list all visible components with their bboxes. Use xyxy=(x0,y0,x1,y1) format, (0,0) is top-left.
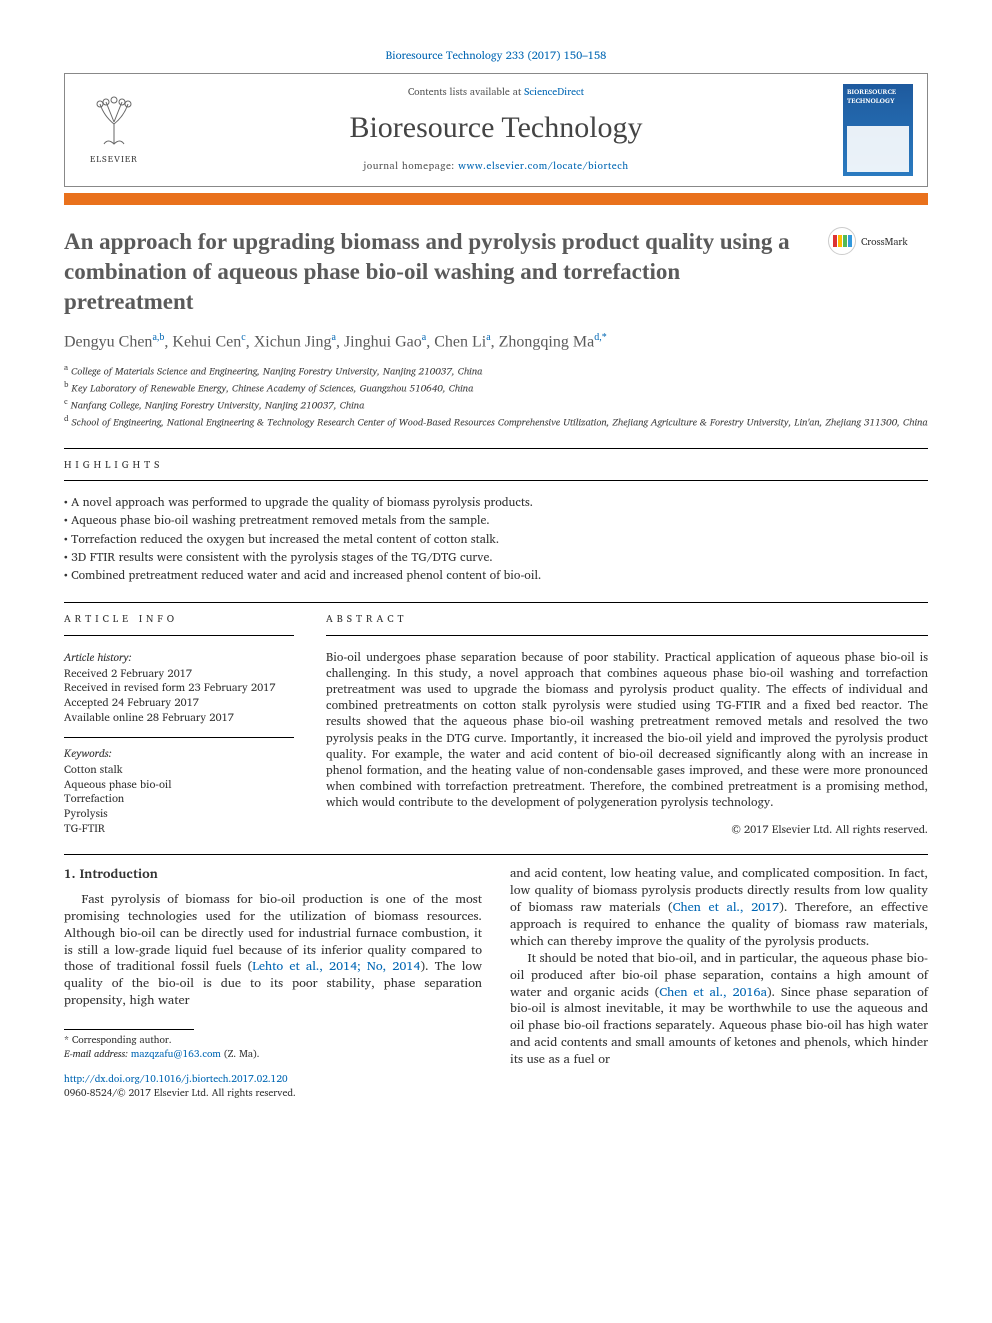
abstract-text: Bio-oil undergoes phase separation becau… xyxy=(326,650,928,812)
contents-available: Contents lists available at ScienceDirec… xyxy=(163,86,829,100)
journal-cover-thumb[interactable]: BIORESOURCE TECHNOLOGY xyxy=(843,84,913,176)
divider xyxy=(64,737,294,738)
crossmark-icon xyxy=(833,235,852,247)
citation-line: Bioresource Technology 233 (2017) 150–15… xyxy=(64,48,928,63)
cover-label: BIORESOURCE TECHNOLOGY xyxy=(847,88,909,107)
author-list: Dengyu Chena,b, Kehui Cenc, Xichun Jinga… xyxy=(64,331,928,353)
abstract-label: ABSTRACT xyxy=(326,613,928,627)
article-info-label: ARTICLE INFO xyxy=(64,613,294,627)
journal-homepage-link[interactable]: www.elsevier.com/locate/biortech xyxy=(458,158,628,174)
contents-prefix: Contents lists available at xyxy=(408,84,524,100)
highlight-item: Combined pretreatment reduced water and … xyxy=(64,568,928,584)
affiliations: a College of Materials Science and Engin… xyxy=(64,362,928,429)
divider xyxy=(64,854,928,855)
highlight-item: 3D FTIR results were consistent with the… xyxy=(64,550,928,566)
journal-header: ELSEVIER Contents lists available at Sci… xyxy=(64,73,928,187)
homepage-prefix: journal homepage: xyxy=(363,158,458,174)
divider xyxy=(64,480,928,481)
email-label: E-mail address: xyxy=(64,1046,131,1062)
divider xyxy=(64,448,928,449)
article-history: Received 2 February 2017Received in revi… xyxy=(64,666,294,725)
journal-homepage-line: journal homepage: www.elsevier.com/locat… xyxy=(163,160,829,174)
divider xyxy=(64,635,294,636)
crossmark-badge[interactable] xyxy=(828,227,856,255)
issn-line: 0960-8524/© 2017 Elsevier Ltd. All right… xyxy=(64,1085,296,1101)
copyright-line: © 2017 Elsevier Ltd. All rights reserved… xyxy=(326,822,928,837)
page-footer: http://dx.doi.org/10.1016/j.biortech.201… xyxy=(64,1073,482,1100)
corresponding-email-link[interactable]: mazqzafu@163.com xyxy=(131,1046,221,1062)
highlights-list: A novel approach was performed to upgrad… xyxy=(64,495,928,584)
highlight-item: Aqueous phase bio-oil washing pretreatme… xyxy=(64,513,928,529)
email-suffix: (Z. Ma). xyxy=(221,1046,260,1062)
footnote-rule xyxy=(64,1029,194,1030)
citation-link[interactable]: Bioresource Technology 233 (2017) 150–15… xyxy=(386,46,607,64)
keywords-heading: Keywords: xyxy=(64,746,294,761)
tree-icon xyxy=(90,94,138,151)
divider xyxy=(326,635,928,636)
keywords-list: Cotton stalkAqueous phase bio-oilTorrefa… xyxy=(64,762,294,836)
article-title: An approach for upgrading biomass and py… xyxy=(64,227,812,317)
highlights-label: HIGHLIGHTS xyxy=(64,459,928,473)
highlight-item: Torrefaction reduced the oxygen but incr… xyxy=(64,532,928,548)
journal-name: Bioresource Technology xyxy=(163,108,829,149)
highlight-item: A novel approach was performed to upgrad… xyxy=(64,495,928,511)
elsevier-wordmark: ELSEVIER xyxy=(90,153,138,165)
elsevier-logo[interactable]: ELSEVIER xyxy=(79,90,149,170)
sciencedirect-link[interactable]: ScienceDirect xyxy=(524,84,584,100)
section-heading: 1. Introduction xyxy=(64,865,482,883)
cover-image-icon xyxy=(847,126,909,172)
divider xyxy=(64,602,928,603)
corresponding-author-footnote: * Corresponding author. E-mail address: … xyxy=(64,1029,482,1061)
accent-bar xyxy=(64,193,928,205)
article-body: 1. Introduction Fast pyrolysis of biomas… xyxy=(64,865,928,1100)
history-heading: Article history: xyxy=(64,650,294,665)
